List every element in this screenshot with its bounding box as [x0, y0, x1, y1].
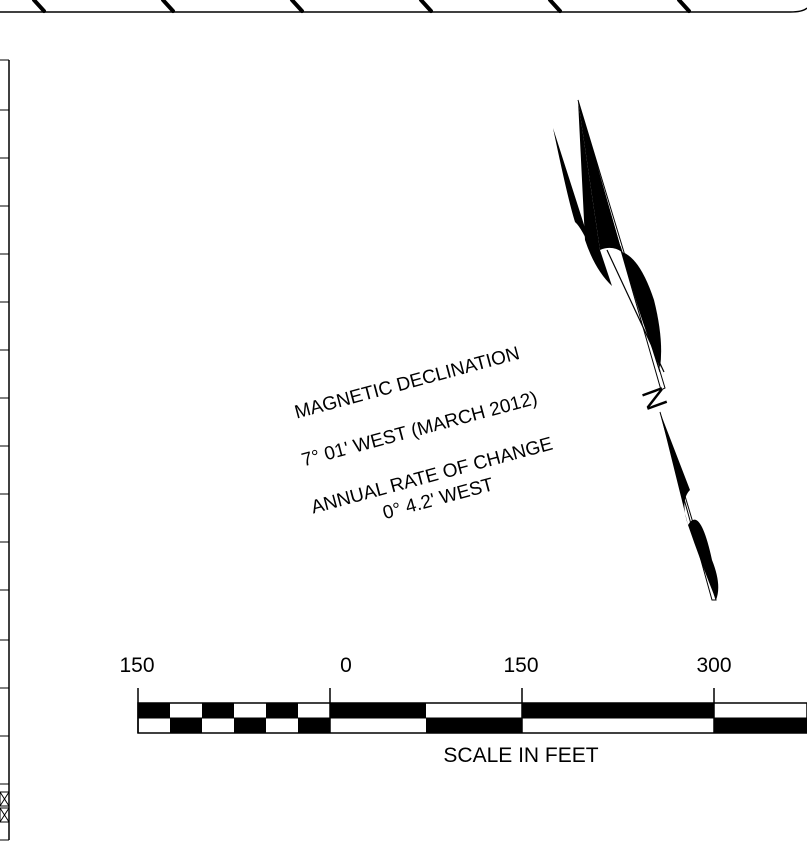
left-edge-column: [0, 59, 10, 841]
barb-left: [553, 128, 594, 256]
needle-tail: [688, 519, 719, 600]
scale-tick-label: 0: [340, 654, 352, 677]
scale-caption: SCALE IN FEET: [443, 744, 598, 767]
north-label: N: [635, 383, 673, 415]
north-arrow: N: [553, 99, 719, 601]
top-border: [0, 0, 807, 13]
scale-bar: 150 0 150 300 SCALE IN FEET: [119, 654, 807, 767]
declination-note: MAGNETIC DECLINATION 7° 01' WEST (MARCH …: [292, 343, 555, 524]
scale-tick-label: 150: [503, 654, 538, 677]
needle-blade-lower: [660, 412, 690, 525]
scale-tick-label: 150: [119, 654, 154, 677]
scale-tick-label: 300: [696, 654, 731, 677]
arrow-bulb: [622, 252, 662, 368]
needle-lower-outline: [659, 411, 717, 601]
needle-blade-upper: [578, 100, 622, 252]
